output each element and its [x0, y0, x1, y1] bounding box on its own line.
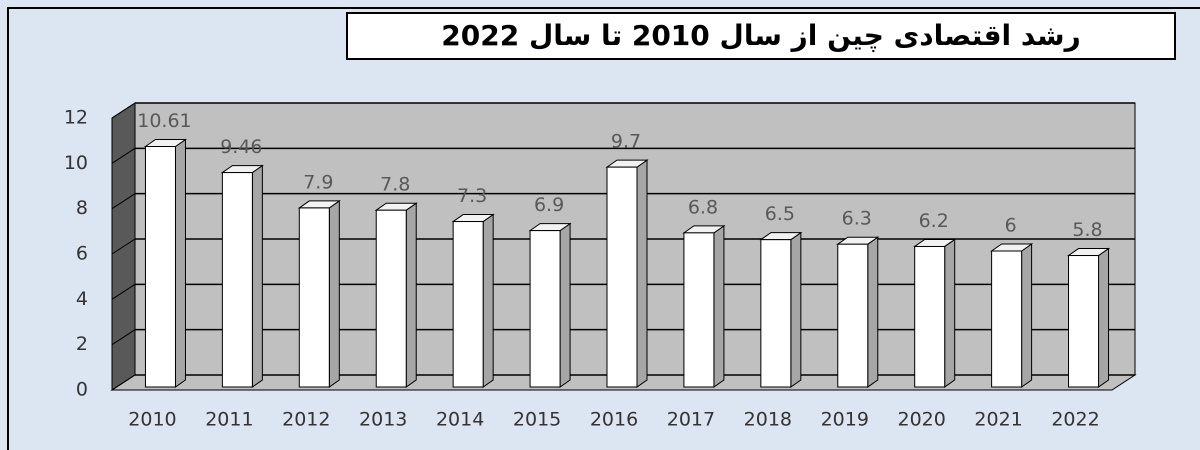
title-box	[346, 12, 1176, 60]
x-tick-label: 2012	[282, 409, 330, 431]
bar	[682, 224, 726, 388]
x-tick-label: 2010	[128, 409, 176, 431]
x-tick-label: 2013	[359, 409, 407, 431]
y-tick-label: 10	[64, 152, 88, 174]
x-tick-label: 2017	[667, 409, 715, 431]
bar-face	[144, 146, 176, 388]
bar	[374, 202, 418, 388]
value-label: 6.8	[688, 196, 718, 218]
bar-face	[298, 207, 330, 388]
chart-title: رشد اقتصادی چین از سال 2010 تا سال 2022	[441, 19, 1080, 52]
y-tick-label: 0	[76, 379, 88, 401]
bar	[451, 213, 495, 388]
value-label: 6	[1005, 215, 1017, 237]
value-label: 7.9	[303, 171, 333, 193]
bar-face	[221, 172, 253, 388]
y-tick-label: 6	[76, 243, 88, 265]
x-tick-label: 2016	[590, 409, 638, 431]
y-tick-label: 4	[76, 288, 88, 310]
bar-face	[636, 159, 648, 388]
bar-face	[529, 230, 561, 388]
grid-line	[111, 329, 136, 346]
value-label: 9.46	[220, 136, 262, 158]
x-tick-label: 2014	[436, 409, 484, 431]
bar-face	[174, 138, 186, 388]
bar	[143, 138, 188, 388]
bar	[220, 164, 264, 388]
value-label: 6.9	[534, 194, 564, 216]
bar	[990, 243, 1034, 388]
bar	[913, 238, 957, 388]
value-label: 6.2	[919, 210, 949, 232]
value-label: 7.8	[380, 174, 410, 196]
bar	[1066, 247, 1111, 388]
grid-line	[111, 193, 136, 210]
bar-face	[375, 209, 407, 388]
bar-face	[991, 250, 1023, 388]
x-tick-label: 2022	[1051, 409, 1099, 431]
grid-line	[111, 374, 136, 391]
bar-face	[1098, 247, 1110, 388]
y-tick-label: 8	[76, 197, 88, 219]
bar-face	[837, 243, 869, 388]
grid-line	[111, 147, 136, 164]
x-tick-label: 2015	[513, 409, 561, 431]
x-tick-label: 2011	[205, 409, 253, 431]
bar	[605, 159, 649, 388]
value-label: 7.3	[457, 185, 487, 207]
bar	[297, 199, 341, 388]
bar	[836, 236, 880, 388]
x-tick-label: 2019	[821, 409, 869, 431]
grid-line	[111, 283, 136, 300]
bar-face	[914, 245, 946, 388]
x-tick-label: 2020	[898, 409, 946, 431]
bar-face	[713, 224, 725, 388]
bar	[759, 231, 803, 388]
bar-face	[251, 164, 263, 388]
bar-face	[1021, 243, 1033, 388]
bar-face	[559, 222, 571, 388]
y-tick-label: 2	[76, 333, 88, 355]
grid-line	[111, 238, 136, 255]
x-tick-label: 2018	[744, 409, 792, 431]
bar-face	[683, 232, 715, 388]
bar-face	[405, 202, 417, 388]
frame	[7, 7, 1200, 450]
y-tick-label: 12	[64, 107, 88, 129]
bar-face	[790, 231, 802, 388]
value-label: 6.3	[842, 208, 872, 230]
bar-face	[452, 221, 484, 388]
value-label: 10.61	[137, 110, 191, 132]
bar-face	[1068, 255, 1100, 388]
value-label: 5.8	[1072, 219, 1102, 241]
bar-face	[328, 199, 340, 388]
value-label: 6.5	[765, 203, 795, 225]
value-label: 9.7	[611, 131, 641, 153]
bar-face	[944, 238, 956, 388]
bar-face	[606, 166, 638, 388]
bar	[528, 222, 572, 388]
bar-face	[760, 239, 792, 388]
bar-face	[482, 213, 494, 388]
x-tick-label: 2021	[974, 409, 1022, 431]
grid-line	[111, 102, 136, 119]
bar-face	[867, 236, 879, 388]
